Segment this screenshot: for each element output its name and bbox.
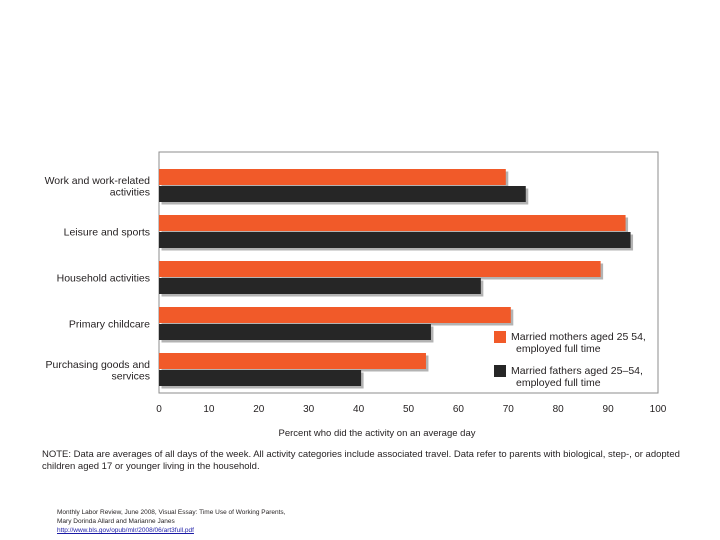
legend-label: employed full time bbox=[516, 343, 601, 355]
bar bbox=[159, 232, 631, 248]
bar bbox=[159, 186, 526, 202]
category-label: Household activities bbox=[57, 273, 150, 285]
x-axis-ticks: 0 10 20 30 40 50 60 70 80 90 100 bbox=[156, 404, 667, 415]
x-tick-label: 20 bbox=[253, 404, 265, 415]
category-label: activities bbox=[110, 186, 150, 198]
bar bbox=[159, 307, 511, 323]
category-label: Work and work-related bbox=[45, 175, 151, 187]
source-line-2: Mary Dorinda Allard and Marianne Janes bbox=[57, 518, 175, 525]
legend-label: Married mothers aged 25 54, bbox=[511, 331, 646, 343]
x-tick-label: 50 bbox=[403, 404, 415, 415]
x-axis-title: Percent who did the activity on an avera… bbox=[279, 428, 476, 439]
x-tick-label: 60 bbox=[453, 404, 465, 415]
legend-label: Married fathers aged 25–54, bbox=[511, 365, 643, 377]
x-tick-label: 100 bbox=[650, 404, 667, 415]
x-tick-label: 10 bbox=[203, 404, 215, 415]
legend-swatch bbox=[494, 331, 506, 343]
bar bbox=[159, 353, 426, 369]
bar bbox=[159, 370, 362, 386]
source-citation: Monthly Labor Review, June 2008, Visual … bbox=[57, 508, 285, 535]
legend-swatch bbox=[494, 365, 506, 377]
bar bbox=[159, 215, 626, 231]
bar bbox=[159, 261, 601, 277]
source-link[interactable]: http://www.bls.gov/opub/mlr/2008/06/art3… bbox=[57, 527, 194, 534]
legend: Married mothers aged 25 54,employed full… bbox=[494, 331, 646, 389]
x-tick-label: 70 bbox=[503, 404, 515, 415]
category-label: services bbox=[111, 370, 150, 382]
category-label: Purchasing goods and bbox=[46, 359, 151, 371]
source-line-1: Monthly Labor Review, June 2008, Visual … bbox=[57, 509, 286, 516]
x-tick-label: 30 bbox=[303, 404, 315, 415]
x-tick-label: 90 bbox=[603, 404, 615, 415]
bar bbox=[159, 278, 481, 294]
bar bbox=[159, 324, 431, 340]
category-label: Leisure and sports bbox=[64, 227, 150, 239]
bar bbox=[159, 169, 506, 185]
x-tick-label: 40 bbox=[353, 404, 365, 415]
category-label: Primary childcare bbox=[69, 319, 150, 331]
x-tick-label: 0 bbox=[156, 404, 162, 415]
legend-label: employed full time bbox=[516, 377, 601, 389]
x-tick-label: 80 bbox=[553, 404, 565, 415]
bars-group bbox=[159, 169, 634, 389]
chart-note: NOTE: Data are averages of all days of t… bbox=[42, 449, 680, 472]
